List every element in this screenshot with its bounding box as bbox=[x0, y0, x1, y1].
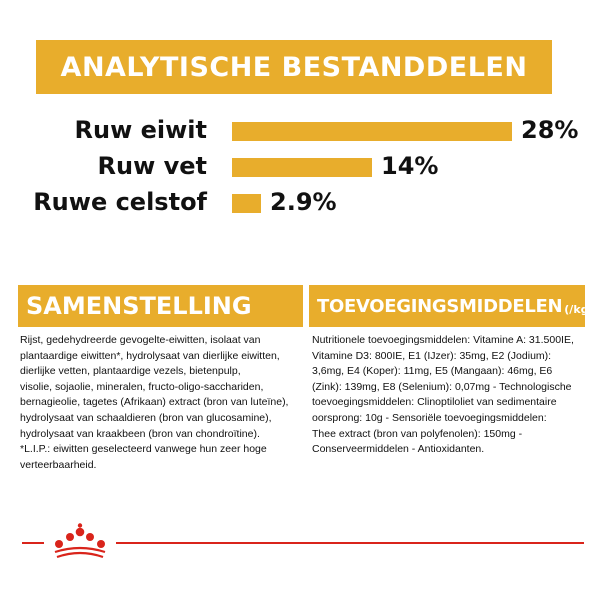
additives-line: Thee extract (bron van polyfenolen): 150… bbox=[312, 427, 523, 440]
additives-text: Nutritionele toevoegingsmiddelen: Vitami… bbox=[312, 333, 584, 458]
additives-line: Nutritionele toevoegingsmiddelen: Vitami… bbox=[312, 334, 574, 346]
nutrient-bar-chart: Ruw eiwit 28% Ruw vet 14% Ruwe celstof 2.9% bbox=[33, 116, 578, 216]
composition-header: SAMENSTELLING bbox=[18, 285, 303, 327]
additives-line: Vitamine D3: 800IE, E1 (IJzer): 35mg, E2… bbox=[312, 349, 552, 362]
bar bbox=[232, 158, 372, 177]
additives-title: TOEVOEGINGSMIDDELEN bbox=[317, 295, 563, 317]
category-label: Ruwe celstof bbox=[33, 188, 207, 216]
royal-canin-crown-logo bbox=[54, 523, 106, 559]
footer-line-left bbox=[22, 542, 44, 544]
value-label: 28% bbox=[521, 116, 578, 144]
additives-line: toevoegingsmiddelen: Clinoptiloliet van … bbox=[312, 396, 557, 409]
composition-line: verteerbaarheid. bbox=[20, 458, 97, 471]
composition-title: SAMENSTELLING bbox=[26, 292, 252, 320]
bar bbox=[232, 194, 261, 213]
composition-line: dierlijke vetten, plantaardige vezels, b… bbox=[20, 365, 241, 378]
additives-line: 3,6mg, E4 (Koper): 11mg, E5 (Mangaan): 4… bbox=[312, 365, 553, 378]
composition-line: Rijst, gedehydreerde gevogelte-eiwitten,… bbox=[20, 334, 261, 346]
additives-line: oorsprong: 10g - Sensoriële toevoegingsm… bbox=[312, 411, 547, 424]
additives-line: Conserveermiddelen - Antioxidanten. bbox=[312, 443, 485, 456]
additives-header: TOEVOEGINGSMIDDELEN (/kg) bbox=[309, 285, 585, 327]
additives-line: (Zink): 139mg, E8 (Selenium): 0,07mg - T… bbox=[312, 380, 572, 393]
composition-line: plantaardige eiwitten*, hydrolysaat van … bbox=[20, 349, 280, 362]
header-banner: ANALYTISCHE BESTANDDELEN bbox=[36, 40, 552, 94]
composition-line: visolie, sojaolie, mineralen, fructo-oli… bbox=[20, 380, 264, 393]
category-label: Ruw vet bbox=[98, 152, 208, 180]
bar bbox=[232, 122, 512, 141]
header-title: ANALYTISCHE BESTANDDELEN bbox=[60, 51, 528, 83]
composition-line: hydrolysaat van kraakbeen (bron van chon… bbox=[20, 427, 260, 440]
additives-unit: (/kg) bbox=[564, 302, 585, 316]
value-label: 14% bbox=[381, 152, 438, 180]
composition-text: Rijst, gedehydreerde gevogelte-eiwitten,… bbox=[20, 333, 298, 473]
footer-line-right bbox=[116, 542, 584, 544]
category-label: Ruw eiwit bbox=[75, 116, 207, 144]
composition-line: *L.I.P.: eiwitten geselecteerd vanwege h… bbox=[20, 443, 267, 456]
value-label: 2.9% bbox=[270, 188, 337, 216]
composition-line: bernagieolie, tagetes (Afrikaan) extract… bbox=[20, 396, 289, 409]
composition-line: hydrolysaat van schaaldieren (bron van g… bbox=[20, 411, 272, 424]
